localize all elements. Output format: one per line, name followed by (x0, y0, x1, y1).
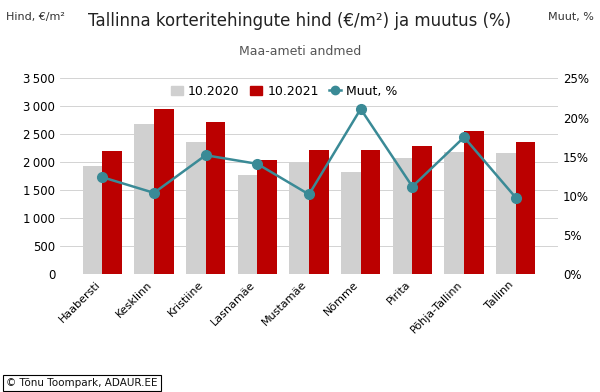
Bar (393, 158, 412, 274)
Bar (257, 160, 277, 274)
Text: Muut, %: Muut, % (548, 12, 594, 22)
Bar (154, 109, 173, 274)
Text: © Tõnu Toompark, ADAUR.EE: © Tõnu Toompark, ADAUR.EE (6, 378, 157, 388)
Bar (309, 150, 329, 274)
Text: Tallinna korteritehingute hind (€/m²) ja muutus (%): Tallinna korteritehingute hind (€/m²) ja… (88, 12, 512, 30)
Bar (361, 149, 380, 274)
Bar (516, 142, 535, 274)
Bar (102, 151, 122, 274)
Bar (186, 142, 206, 274)
Bar (496, 153, 516, 274)
Bar (83, 166, 102, 274)
Bar (412, 145, 432, 274)
Bar (238, 175, 257, 274)
Bar (134, 124, 154, 274)
Bar (464, 131, 484, 274)
Text: Hind, €/m²: Hind, €/m² (6, 12, 65, 22)
Bar (206, 122, 225, 274)
Bar (341, 172, 361, 274)
Legend: 10.2020, 10.2021, Muut, %: 10.2020, 10.2021, Muut, % (170, 85, 398, 98)
Bar (289, 162, 309, 274)
Text: Maa-ameti andmed: Maa-ameti andmed (239, 45, 361, 58)
Bar (445, 152, 464, 274)
